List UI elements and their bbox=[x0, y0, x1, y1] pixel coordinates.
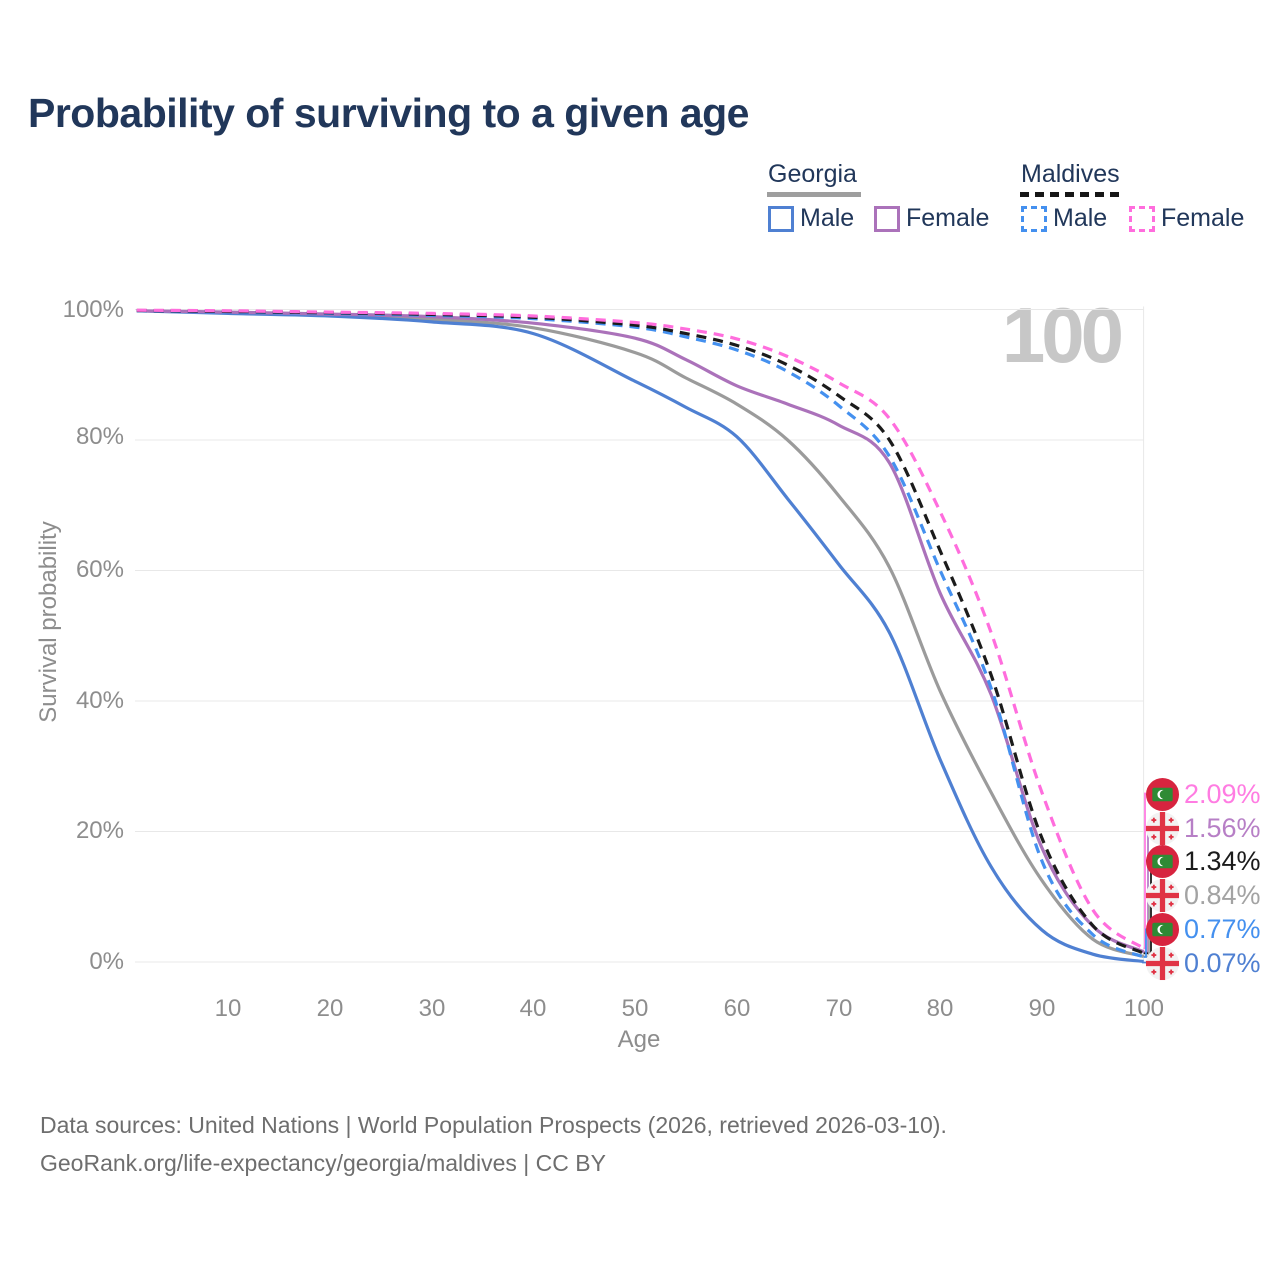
end-label-georgia-male[interactable]: 0.07% bbox=[1145, 945, 1261, 981]
y-tick-60: 60% bbox=[75, 556, 124, 583]
x-tick-20: 20 bbox=[316, 995, 344, 1022]
maldives-flag-icon bbox=[1145, 844, 1180, 878]
legend-group-maldives[interactable]: Maldives bbox=[1021, 160, 1120, 188]
legend-swatch-georgia-male[interactable] bbox=[768, 206, 794, 232]
x-axis-title: Age bbox=[617, 1026, 661, 1053]
maldives-dashed-line-swatch bbox=[1020, 192, 1123, 197]
x-tick-90: 90 bbox=[1028, 995, 1056, 1022]
end-value: 0.84% bbox=[1184, 880, 1261, 910]
end-value: 1.56% bbox=[1184, 813, 1261, 843]
maldives-flag-icon bbox=[1145, 912, 1180, 946]
leader-maldives-male bbox=[1143, 928, 1147, 958]
x-tick-60: 60 bbox=[723, 995, 751, 1022]
end-label-maldives-both[interactable]: 1.34% bbox=[1145, 843, 1261, 879]
y-tick-80: 80% bbox=[75, 423, 124, 450]
survival-curves bbox=[136, 308, 1145, 964]
y-tick-0: 0% bbox=[89, 948, 124, 975]
page-title: Probability of surviving to a given age bbox=[28, 90, 749, 136]
georgia-solid-line-swatch bbox=[767, 192, 861, 197]
x-tick-40: 40 bbox=[519, 995, 547, 1022]
end-value: 0.07% bbox=[1184, 948, 1261, 978]
georgia-flag-icon bbox=[1145, 811, 1180, 845]
legend-group-georgia[interactable]: Georgia bbox=[768, 160, 857, 188]
x-tick-80: 80 bbox=[926, 995, 954, 1022]
age-watermark: 100 bbox=[1001, 291, 1124, 379]
end-value: 0.77% bbox=[1184, 914, 1261, 944]
legend-swatch-georgia-female[interactable] bbox=[874, 206, 900, 232]
x-tick-70: 70 bbox=[825, 995, 853, 1022]
georgia-flag-icon bbox=[1145, 946, 1180, 980]
y-tick-20: 20% bbox=[75, 817, 124, 844]
leader-maldives-female bbox=[1143, 792, 1146, 950]
end-label-maldives-female[interactable]: 2.09% bbox=[1145, 776, 1261, 812]
x-tick-10: 10 bbox=[214, 995, 242, 1022]
data-sources-line: Data sources: United Nations | World Pop… bbox=[40, 1112, 947, 1138]
legend-label-maldives-male[interactable]: Male bbox=[1053, 204, 1108, 232]
x-tick-50: 50 bbox=[621, 995, 649, 1022]
y-tick-40: 40% bbox=[75, 687, 124, 714]
end-label-georgia-both[interactable]: 0.84% bbox=[1145, 877, 1261, 913]
y-tick-100: 100% bbox=[62, 296, 124, 323]
curve-georgia-female[interactable] bbox=[136, 309, 1145, 954]
legend-label-georgia-female[interactable]: Female bbox=[906, 204, 990, 232]
end-value: 2.09% bbox=[1184, 779, 1261, 809]
legend-swatch-maldives-male[interactable] bbox=[1021, 206, 1047, 232]
end-value: 1.34% bbox=[1184, 846, 1261, 876]
curve-georgia-both-sexes[interactable] bbox=[136, 309, 1145, 959]
legend-label-georgia-male[interactable]: Male bbox=[800, 204, 855, 232]
legend-label-maldives-female[interactable]: Female bbox=[1161, 204, 1245, 232]
end-label-maldives-male[interactable]: 0.77% bbox=[1145, 911, 1261, 947]
attribution-line: GeoRank.org/life-expectancy/georgia/mald… bbox=[40, 1150, 606, 1176]
legend-swatch-maldives-female[interactable] bbox=[1129, 206, 1155, 232]
georgia-flag-icon bbox=[1145, 878, 1180, 912]
gridlines bbox=[135, 306, 1145, 963]
x-tick-30: 30 bbox=[418, 995, 446, 1022]
x-tick-100: 100 bbox=[1123, 995, 1165, 1022]
leader-georgia-male bbox=[1142, 960, 1146, 964]
end-label-georgia-female[interactable]: 1.56% bbox=[1145, 810, 1261, 846]
maldives-flag-icon bbox=[1145, 777, 1180, 811]
curve-georgia-male[interactable] bbox=[136, 309, 1144, 964]
curve-maldives-male[interactable] bbox=[136, 309, 1145, 959]
y-axis-title: Survival probability bbox=[35, 521, 62, 723]
curve-maldives-female[interactable] bbox=[136, 308, 1145, 950]
